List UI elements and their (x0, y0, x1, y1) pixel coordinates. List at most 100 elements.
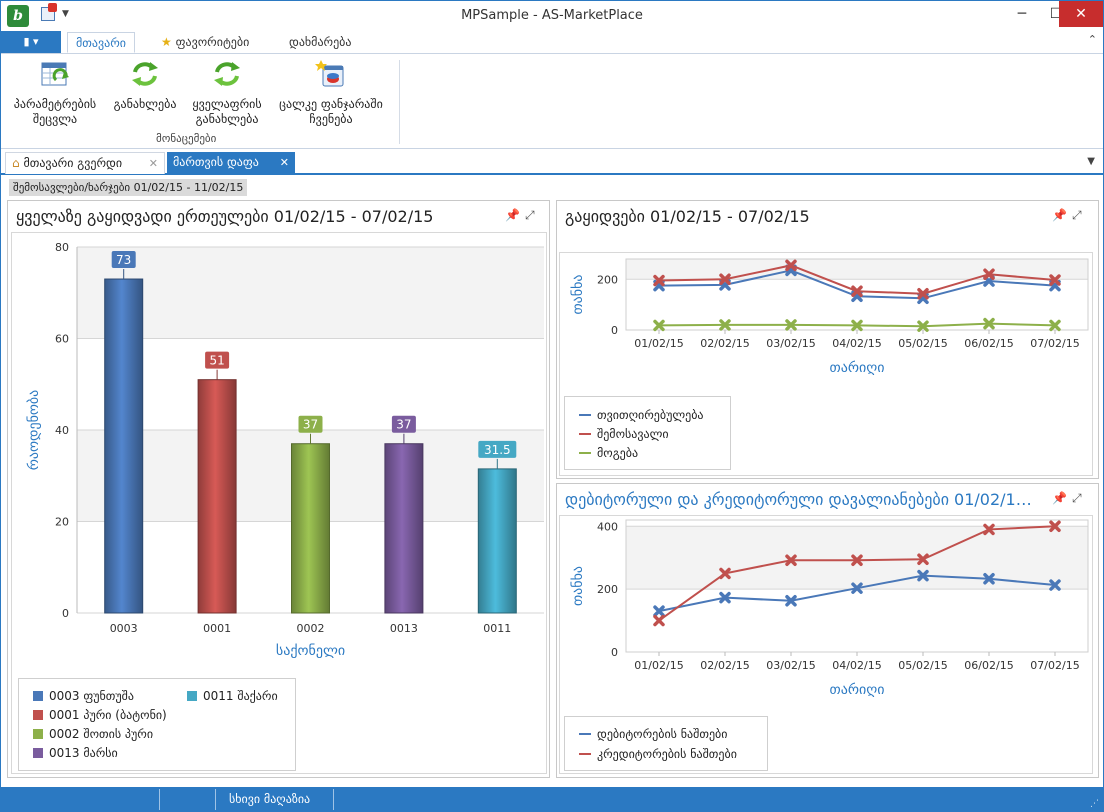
tab-main-page-label: მთავარი გვერდი (23, 156, 123, 170)
refresh-all-button[interactable]: ყველაფრის განახლება (185, 58, 269, 127)
legend-line (579, 452, 591, 454)
tab-list-dropdown-icon[interactable]: ▼ (1087, 156, 1095, 167)
app-logo-icon[interactable]: b (7, 5, 29, 27)
file-menu-button[interactable]: ▮ ▾ (1, 31, 61, 53)
data-point-marker (983, 523, 995, 536)
legend-item-creditors: კრედიტორების ნაშთები (579, 747, 737, 761)
y-tick-label: 0 (611, 324, 618, 337)
legend-swatch (187, 691, 197, 701)
quick-access-dropdown-icon[interactable]: ▼ (62, 9, 69, 19)
x-tick-label: 07/02/15 (1030, 659, 1079, 672)
legend-line (579, 733, 591, 735)
data-point-marker (917, 553, 929, 566)
legend-item-0002: 0002 შოთის პური (33, 727, 153, 741)
legend-label: შემოსავალი (597, 427, 669, 441)
y-tick-label: 40 (55, 424, 69, 437)
settings-table-icon (41, 62, 69, 86)
open-new-window-button[interactable]: ცალკე ფანჯარაში ჩვენება (269, 58, 393, 127)
x-tick-label: 05/02/15 (898, 337, 947, 350)
pin-icon[interactable]: 📌 (505, 208, 520, 222)
y-tick-label: 400 (597, 520, 618, 533)
tab-main-page[interactable]: ⌂ მთავარი გვერდი ✕ (5, 152, 165, 174)
legend-label: 0003 ფუნთუშა (49, 689, 134, 703)
data-point-marker (653, 614, 665, 627)
legend-item-0003: 0003 ფუნთუშა (33, 689, 134, 703)
tab-dashboard[interactable]: მართვის დაფა ✕ (167, 152, 295, 174)
maximize-panel-icon[interactable]: ⤢ (1072, 208, 1082, 222)
x-axis-title: თარიღი (830, 681, 885, 698)
pin-icon[interactable]: 📌 (1052, 491, 1067, 505)
data-label: 31.5 (484, 443, 511, 457)
star-icon: ★ (161, 35, 172, 49)
x-tick-label: 01/02/15 (634, 337, 683, 350)
debts-chart: 0 200 400 01/02/15 02/02/15 03/02/15 04/02/15 0… (570, 519, 1089, 698)
data-label: 37 (303, 418, 318, 432)
data-point-marker (785, 554, 797, 566)
change-settings-button[interactable]: პარამეტრების შეცვლა (5, 58, 105, 127)
refresh-button[interactable]: განახლება (105, 58, 185, 112)
x-tick-label: 04/02/15 (832, 659, 881, 672)
change-settings-label-1: პარამეტრების (13, 97, 97, 111)
resize-grip-icon[interactable]: ⋰ (1090, 799, 1099, 809)
debts-panel: დებიტორული და კრედიტორული დავალიანებები … (556, 483, 1099, 778)
bar (197, 379, 237, 614)
data-point-marker (719, 567, 731, 580)
data-point-marker (785, 319, 797, 331)
x-axis-title: საქონელი (276, 643, 345, 659)
tab-favorites[interactable]: ★ ფავორიტები (153, 32, 257, 53)
x-tick-label: 07/02/15 (1030, 337, 1079, 350)
pin-icon[interactable]: 📌 (1052, 208, 1067, 222)
data-point-marker (1049, 579, 1061, 591)
refresh-all-label-1: ყველაფრის (192, 97, 262, 111)
legend-label: 0001 პური (ბატონი) (49, 708, 167, 722)
bar-chart-area: 0 20 40 60 80 73 0003 51 0001 37 0002 37 0013 31.5 001… (11, 232, 547, 774)
y-tick-label: 0 (611, 646, 618, 659)
data-label-box (478, 440, 517, 458)
file-menu-icon: ▮ ▾ (23, 35, 39, 48)
legend-swatch (33, 710, 43, 720)
minimize-button[interactable]: ─ (1017, 6, 1027, 22)
legend-label: 0013 მარსი (49, 746, 118, 760)
refresh-icon (132, 62, 158, 86)
data-label: 51 (209, 354, 224, 368)
legend-label: 0011 შაქარი (203, 689, 278, 703)
bar (384, 443, 424, 614)
refresh-all-label-2: განახლება (195, 112, 259, 126)
bar (291, 443, 330, 614)
maximize-panel-icon[interactable]: ⤢ (525, 208, 535, 222)
x-tick-label: 0013 (390, 622, 418, 635)
y-axis-title: თანხა (570, 274, 586, 314)
legend-item-0013: 0013 მარსი (33, 746, 118, 760)
tab-main-page-close-icon[interactable]: ✕ (148, 157, 158, 170)
tab-home[interactable]: მთავარი (67, 32, 135, 53)
maximize-panel-icon[interactable]: ⤢ (1072, 491, 1082, 505)
x-tick-label: 02/02/15 (700, 659, 749, 672)
data-point-marker (719, 273, 731, 286)
legend-swatch (33, 691, 43, 701)
legend-line (579, 753, 591, 755)
data-label-box (111, 251, 136, 269)
close-button[interactable]: ✕ (1059, 1, 1103, 27)
change-settings-label-2: შეცვლა (32, 112, 78, 126)
grid-band (626, 259, 1088, 280)
data-label: 37 (396, 418, 411, 432)
y-tick-label: 80 (55, 241, 69, 254)
x-tick-label: 03/02/15 (766, 659, 815, 672)
document-tab-bar: ⌂ მთავარი გვერდი ✕ მართვის დაფა ✕ ▼ (1, 149, 1103, 175)
bar (104, 278, 144, 614)
x-tick-label: 01/02/15 (634, 659, 683, 672)
data-point-marker (851, 319, 863, 332)
ribbon-panel: პარამეტრების შეცვლა განახლება ყველაფრის … (1, 53, 1103, 149)
ribbon-collapse-icon[interactable]: ⌃ (1087, 33, 1097, 46)
x-tick-label: 05/02/15 (898, 659, 947, 672)
refresh-all-icon (214, 62, 240, 86)
data-point-marker (1049, 274, 1061, 286)
debts-title: დებიტორული და კრედიტორული დავალიანებები … (565, 490, 1041, 509)
legend-label: თვითღირებულება (597, 408, 704, 422)
tab-dashboard-close-icon[interactable]: ✕ (279, 156, 289, 169)
bar-chart: 0 20 40 60 80 73 0003 51 0001 37 0002 37 0013 31.5 001… (25, 241, 544, 659)
tab-help[interactable]: დახმარება (289, 35, 352, 49)
y-axis-title: რაოდენობა (25, 390, 42, 471)
legend-label: კრედიტორების ნაშთები (597, 747, 737, 761)
legend-label: დებიტორების ნაშთები (597, 727, 728, 741)
